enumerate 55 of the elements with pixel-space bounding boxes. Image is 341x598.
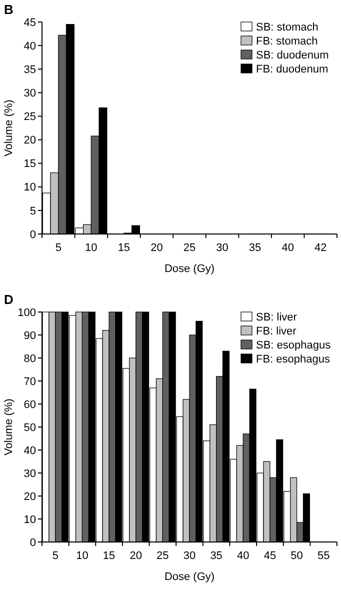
y-tick-label: 40 — [24, 444, 36, 457]
x-tick-label: 10 — [76, 550, 88, 562]
y-tick-label: 50 — [24, 422, 36, 434]
x-tick-label: 50 — [290, 550, 303, 562]
y-tick-label: 25 — [24, 111, 36, 124]
x-tick-label: 45 — [264, 550, 276, 562]
x-tick-label: 35 — [248, 242, 262, 254]
y-tick-label: 30 — [24, 88, 36, 100]
legend-label: FB: stomach — [256, 35, 318, 48]
legend-label: SB: duodenum — [256, 49, 329, 62]
x-tick-label: 25 — [156, 550, 169, 562]
legend-label: FB: duodenum — [256, 63, 328, 76]
x-axis-title: Dose (Gy) — [164, 263, 215, 275]
legend-label: FB: liver — [256, 325, 297, 338]
x-tick-label: 5 — [55, 242, 62, 254]
x-axis-title: Dose (Gy) — [164, 571, 215, 583]
y-tick-label: 60 — [24, 398, 36, 411]
x-tick-label: 42 — [314, 242, 327, 254]
y-tick-label: 70 — [24, 376, 36, 388]
y-tick-label: 100 — [18, 306, 36, 319]
x-tick-label: 35 — [210, 550, 222, 562]
y-tick-label: 20 — [24, 490, 36, 503]
x-tick-label: 10 — [85, 242, 98, 254]
x-tick-label: 5 — [52, 550, 58, 562]
y-tick-label: 0 — [30, 536, 36, 549]
y-tick-label: 10 — [24, 514, 36, 526]
x-tick-label: 25 — [183, 242, 196, 254]
legend-label: SB: esophagus — [256, 339, 332, 352]
x-tick-label: 55 — [317, 550, 330, 562]
legend-label: SB: liver — [256, 311, 298, 324]
y-tick-label: 0 — [30, 228, 36, 241]
x-tick-label: 15 — [102, 550, 116, 562]
y-tick-label: 45 — [24, 16, 36, 29]
x-tick-label: 20 — [130, 550, 142, 562]
y-tick-label: 35 — [24, 64, 36, 76]
y-tick-label: 30 — [24, 468, 36, 480]
y-tick-label: 20 — [24, 134, 36, 147]
x-tick-label: 30 — [216, 242, 228, 254]
legend-label: SB: stomach — [256, 21, 318, 34]
x-tick-label: 40 — [237, 550, 250, 562]
y-tick-label: 80 — [24, 352, 36, 365]
chart-title: B — [4, 2, 14, 17]
x-tick-label: 15 — [118, 242, 130, 254]
y-tick-label: 90 — [24, 330, 36, 342]
y-tick-label: 5 — [30, 205, 36, 218]
y-axis-title: Volume (%) — [3, 398, 15, 456]
chart-title: D — [4, 292, 14, 307]
x-tick-label: 40 — [282, 242, 294, 254]
y-tick-label: 10 — [24, 182, 36, 194]
x-tick-label: 30 — [183, 550, 196, 562]
y-axis-title: Volume (%) — [3, 100, 15, 156]
legend-label: FB: esophagus — [256, 353, 330, 366]
x-tick-label: 20 — [150, 242, 163, 254]
y-tick-label: 40 — [24, 40, 36, 52]
y-tick-label: 15 — [24, 158, 36, 170]
